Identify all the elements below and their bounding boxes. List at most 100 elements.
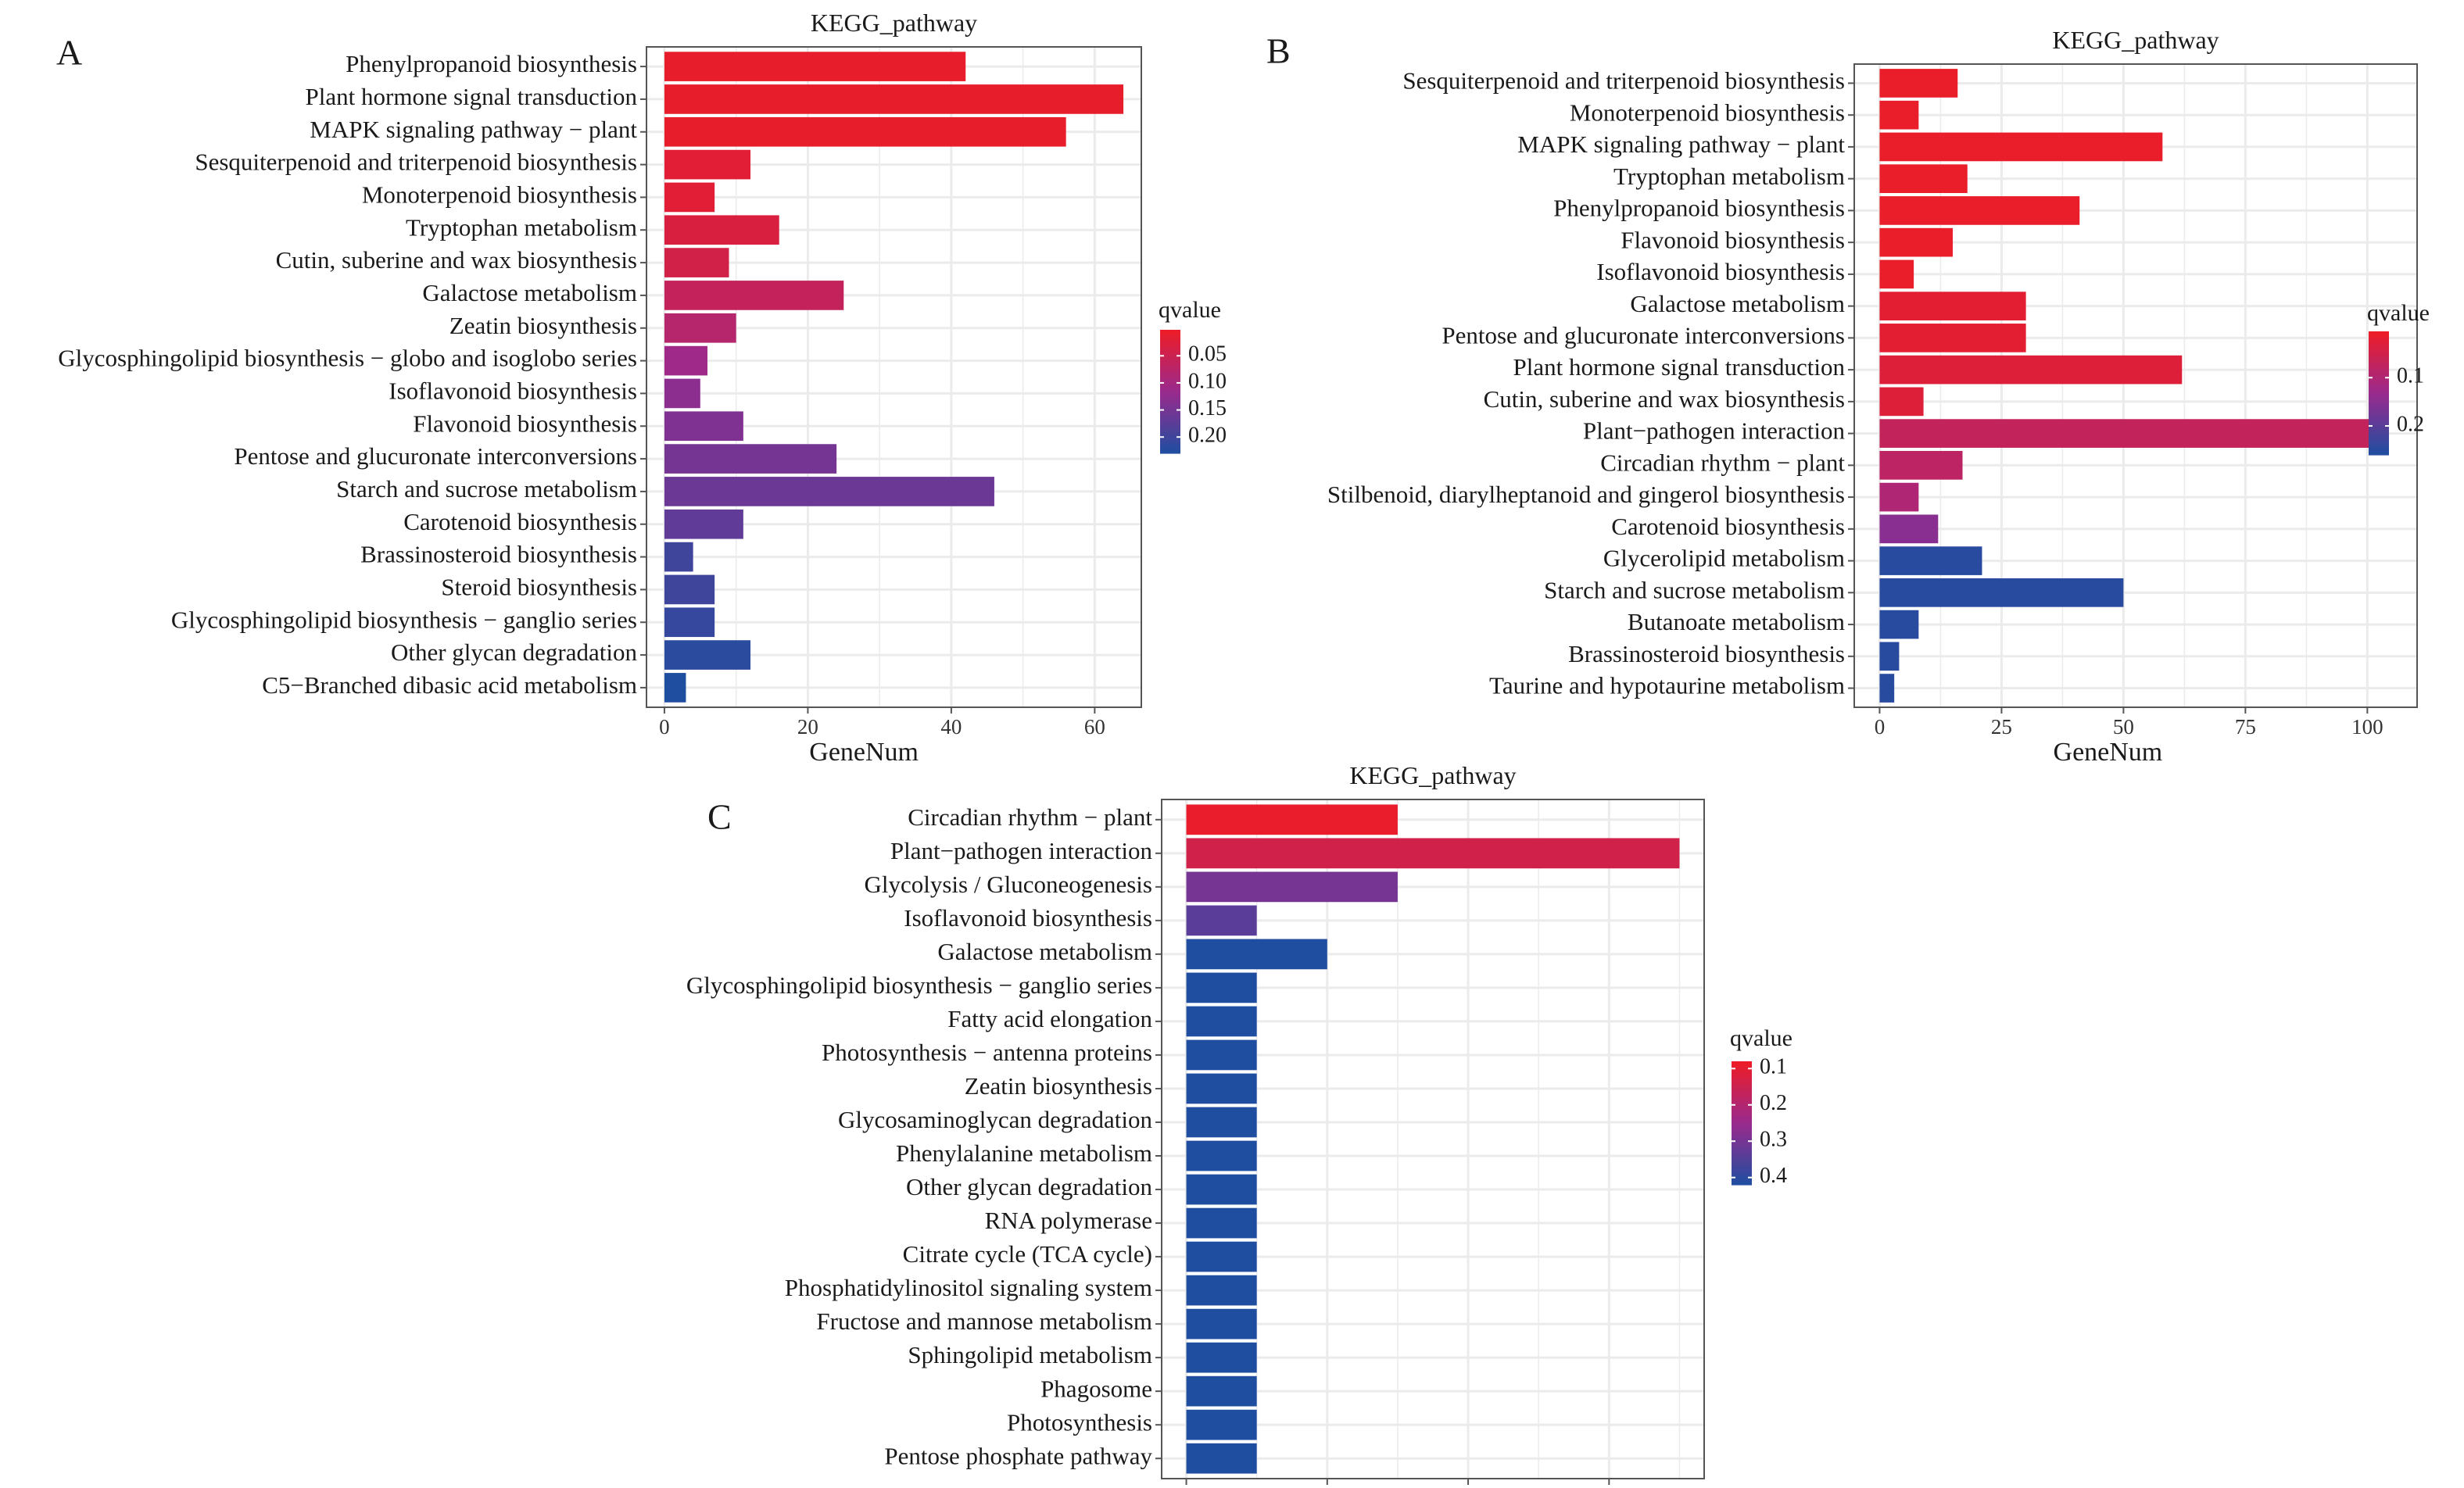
legend-gradient-segment	[2369, 371, 2389, 375]
bar	[1879, 164, 1968, 194]
legend-gradient-segment	[2369, 340, 2389, 345]
panel-label: A	[56, 33, 82, 73]
legend-gradient-segment	[1732, 1132, 1752, 1136]
y-tick-label: Pentose and glucuronate interconversions	[234, 442, 637, 470]
x-axis-label: GeneNum	[2054, 738, 2163, 767]
legend-gradient-segment	[1160, 345, 1180, 349]
legend-gradient-segment	[2369, 395, 2389, 400]
legend-gradient-segment	[2369, 381, 2389, 385]
legend-gradient-segment	[2369, 411, 2389, 416]
legend-gradient-segment	[1732, 1111, 1752, 1114]
legend-gradient-segment	[2369, 368, 2389, 372]
legend-gradient-segment	[1160, 425, 1180, 429]
x-tick-label: 75	[2235, 715, 2256, 739]
y-tick-label: Sesquiterpenoid and triterpenoid biosynt…	[1402, 67, 1845, 95]
legend-gradient-segment	[1160, 376, 1180, 380]
y-tick-label: Phosphatidylinositol signaling system	[785, 1274, 1152, 1301]
y-tick-label: Flavonoid biosynthesis	[1621, 226, 1845, 253]
y-tick-label: Circadian rhythm − plant	[908, 803, 1152, 831]
legend-gradient-segment	[1732, 1125, 1752, 1130]
legend-gradient-segment	[2369, 445, 2389, 449]
legend-gradient-segment	[1160, 363, 1180, 367]
bar	[1879, 514, 1939, 544]
legend-title: qvalue	[1730, 1025, 1792, 1051]
y-tick-label: Carotenoid biosynthesis	[403, 508, 637, 535]
legend-gradient-segment	[2369, 374, 2389, 378]
x-axis-label: GeneNum	[809, 738, 919, 767]
bar	[1186, 871, 1398, 903]
y-tick-label: Stilbenoid, diarylheptanoid and gingerol…	[1327, 481, 1845, 508]
legend-gradient-segment	[1732, 1076, 1752, 1081]
bar	[1186, 1207, 1257, 1239]
y-tick-label: Photosynthesis − antenna proteins	[822, 1039, 1152, 1066]
legend-gradient-segment	[1160, 447, 1180, 451]
legend-gradient-segment	[1732, 1175, 1752, 1179]
panel-label: B	[1266, 31, 1291, 71]
x-tick-label: 40	[940, 715, 962, 739]
bar	[1186, 1140, 1257, 1171]
legend-tick-label: 0.20	[1188, 424, 1227, 448]
legend-gradient-segment	[1732, 1073, 1752, 1078]
x-tick-label: 0	[659, 715, 670, 739]
bar	[1186, 972, 1257, 1003]
chart-title: KEGG_pathway	[1349, 761, 1516, 789]
y-tick-label: Phagosome	[1040, 1375, 1152, 1402]
bar	[1186, 1308, 1257, 1340]
legend-gradient-segment	[2369, 362, 2389, 367]
legend-gradient-segment	[2369, 390, 2389, 394]
legend-gradient-segment	[1160, 370, 1180, 374]
legend-gradient-segment	[2369, 442, 2389, 446]
legend-gradient-segment	[1160, 357, 1180, 362]
y-tick-label: Brassinosteroid biosynthesis	[1568, 640, 1845, 667]
legend-gradient-segment	[1160, 367, 1180, 370]
bar	[664, 477, 994, 506]
y-tick-label: Monoterpenoid biosynthesis	[362, 181, 637, 209]
bar	[664, 542, 693, 572]
legend-gradient-segment	[1160, 419, 1180, 424]
bar	[1879, 546, 1982, 575]
y-tick-label: Other glycan degradation	[391, 638, 638, 666]
legend-gradient-segment	[1160, 444, 1180, 448]
y-tick-label: Pentose phosphate pathway	[884, 1442, 1152, 1469]
legend-gradient-segment	[2369, 356, 2389, 360]
y-tick-label: Other glycan degradation	[906, 1173, 1153, 1200]
bar	[1879, 451, 1963, 480]
legend: qvalue 0.050.10 0.15 0.20	[1159, 297, 1227, 454]
x-tick-label: 100	[2351, 715, 2383, 739]
y-tick-label: MAPK signaling pathway − plant	[1517, 131, 1845, 158]
y-tick-label: Glycosphingolipid biosynthesis − ganglio…	[686, 971, 1152, 999]
bar	[664, 248, 729, 277]
y-tick-label: Fatty acid elongation	[947, 1005, 1152, 1032]
y-tick-label: Glycosphingolipid biosynthesis − globo a…	[58, 345, 637, 372]
legend-gradient-segment	[1732, 1150, 1752, 1155]
bar	[1186, 1375, 1257, 1407]
panel-border	[646, 46, 1142, 708]
legend-tick-label: 0.1	[1760, 1055, 1787, 1079]
bar	[664, 313, 736, 343]
legend-gradient-segment	[1160, 360, 1180, 365]
y-tick-label: Butanoate metabolism	[1628, 608, 1845, 635]
legend-gradient-segment	[2369, 384, 2389, 388]
legend: qvalue 0.1 0.2 0.3 0.4	[1730, 1025, 1792, 1188]
legend-tick-label: 0.2	[2397, 412, 2424, 436]
bar	[664, 281, 844, 310]
legend-gradient-segment	[2369, 352, 2389, 357]
bar	[1879, 196, 2080, 225]
legend-gradient-segment	[1160, 403, 1180, 408]
legend-title: qvalue	[1159, 297, 1221, 323]
legend-gradient-segment	[1160, 422, 1180, 427]
x-tick-label: 6	[1604, 1486, 1615, 1488]
legend-tick-label: 0.4	[1760, 1164, 1787, 1188]
legend-gradient-segment	[1732, 1067, 1752, 1071]
y-tick-label: MAPK signaling pathway − plant	[310, 116, 637, 143]
bar	[1186, 1241, 1257, 1272]
legend-gradient-segment	[2369, 377, 2389, 381]
panel-border	[1853, 63, 2418, 708]
legend-tick-label: 0.15	[1188, 396, 1227, 420]
legend-gradient-segment	[2369, 387, 2389, 391]
legend-gradient-segment	[1160, 385, 1180, 389]
bar	[1879, 642, 1900, 671]
legend-gradient-segment	[1160, 379, 1180, 383]
legend-gradient-segment	[1732, 1095, 1752, 1099]
legend-gradient-segment	[2369, 433, 2389, 437]
